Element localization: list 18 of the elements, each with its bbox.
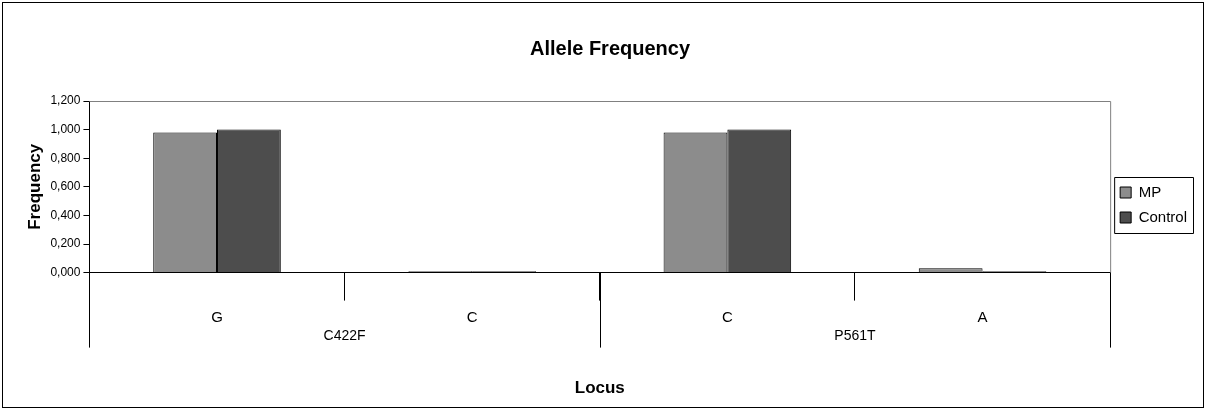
x-axis-title: Locus <box>574 378 625 398</box>
y-tick-label: 0,400 <box>50 207 81 222</box>
x-tick-label: C <box>466 307 478 325</box>
y-tick-label: 0,600 <box>50 179 81 194</box>
y-tick-label: 1,200 <box>50 93 81 108</box>
y-axis-title: Frequency <box>24 143 44 230</box>
x-tick-label: A <box>977 307 988 325</box>
chart-title: Allele Frequency <box>529 36 691 59</box>
x-tick-label: G <box>211 307 223 325</box>
y-tick-label: 1,000 <box>50 121 81 136</box>
text: P561T <box>834 327 877 344</box>
y-tick-label: 0,800 <box>50 150 81 165</box>
y-tick-label: 0,000 <box>50 264 81 279</box>
x-tick-label: C <box>721 307 733 325</box>
legend-label: MP <box>1138 182 1162 200</box>
text: C422F <box>323 327 366 344</box>
y-tick-label: 0,200 <box>50 236 81 251</box>
legend-label: Control <box>1138 207 1187 225</box>
